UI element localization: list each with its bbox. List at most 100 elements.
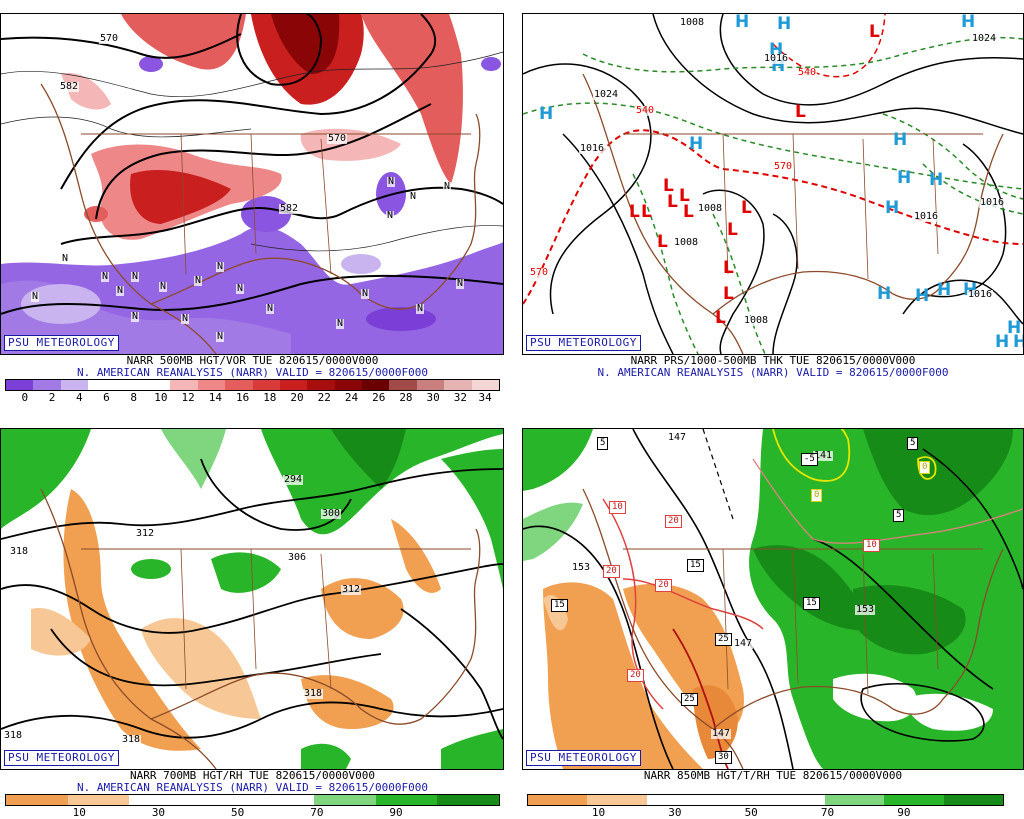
high-pressure-marker: H: [1007, 318, 1022, 338]
vorticity-minimum-marker: N: [456, 278, 465, 289]
low-pressure-marker: L: [795, 102, 806, 122]
map-sea-level-pressure: H H H H H H H H H H H H H H H H H H L L …: [522, 13, 1024, 355]
high-pressure-marker: H: [885, 198, 900, 218]
caption-product: NARR 700MB HGT/RH TUE 820615/0000V000: [129, 769, 376, 782]
scale-tick: 90: [389, 806, 403, 819]
panel-700mb-hgt-rh: 318 312 294 300 306 312 318 318 318 PSU …: [0, 418, 505, 819]
scale-tick: 50: [744, 806, 758, 819]
vorticity-minimum-marker: N: [216, 331, 225, 342]
scale-tick: 2: [48, 391, 56, 404]
high-pressure-marker: H: [915, 286, 930, 306]
temperature-label: 20: [665, 515, 682, 528]
vorticity-minimum-marker: N: [409, 191, 418, 202]
psu-meteorology-badge: PSU METEOROLOGY: [4, 335, 119, 351]
scale-tick: 32: [453, 391, 468, 404]
thickness-label: 540: [797, 67, 818, 78]
scale-tick: 30: [426, 391, 440, 404]
vorticity-minimum-marker: N: [361, 288, 370, 299]
rh-scale-ticks: 10 30 50 70 90: [527, 806, 1004, 819]
vorticity-color-scale: [5, 379, 500, 391]
temperature-label: 20: [655, 579, 672, 592]
scale-swatch: [88, 380, 116, 390]
contour-label: 318: [9, 546, 30, 557]
scale-swatch: [943, 795, 1003, 805]
scale-swatch: [824, 795, 885, 805]
scale-tick: 10: [591, 806, 606, 819]
low-pressure-marker: L: [629, 202, 640, 222]
scale-swatch: [6, 795, 68, 805]
isobar-label: 1016: [763, 53, 790, 64]
scale-swatch: [314, 795, 376, 805]
isobar-label: 1016: [913, 211, 940, 222]
vorticity-minimum-marker: N: [116, 285, 125, 296]
low-pressure-marker: L: [663, 176, 674, 196]
scale-tick: 18: [263, 391, 277, 404]
scale-swatch: [129, 795, 191, 805]
scale-tick: 10: [154, 391, 168, 404]
vorticity-minimum-marker: N: [101, 271, 110, 282]
contour-label: 147: [711, 728, 732, 739]
scale-swatch: [190, 795, 253, 805]
scale-swatch: [170, 380, 198, 390]
high-pressure-marker: H: [539, 104, 554, 124]
psu-meteorology-badge: PSU METEOROLOGY: [526, 335, 641, 351]
vorticity-minimum-marker: N: [181, 313, 190, 324]
vorticity-scale-ticks: 0 2 4 6 8 10 12 14 16 18 20 22 24 26 28 …: [5, 391, 500, 404]
scale-tick: 14: [208, 391, 222, 404]
isobar-label: 1008: [743, 315, 770, 326]
scale-swatch: [197, 380, 226, 390]
temperature-label: 30: [715, 751, 732, 764]
isobar-label: 1008: [679, 17, 706, 28]
scale-swatch: [67, 795, 130, 805]
contour-label: 570: [99, 33, 120, 44]
vorticity-minimum-marker: N: [236, 283, 245, 294]
vorticity-minimum-marker: N: [443, 181, 452, 192]
temperature-label: 15: [687, 559, 704, 572]
high-pressure-marker: H: [735, 13, 750, 32]
low-pressure-marker: L: [683, 202, 694, 222]
scale-tick: 4: [75, 391, 83, 404]
vorticity-minimum-marker: N: [216, 261, 225, 272]
low-pressure-marker: L: [679, 186, 690, 206]
contour-label: 318: [303, 688, 324, 699]
scale-swatch: [334, 380, 363, 390]
scale-tick: 34: [478, 391, 492, 404]
scale-swatch: [252, 795, 315, 805]
contour-label: 312: [135, 528, 156, 539]
caption-product: NARR 850MB HGT/T/RH TUE 820615/0000V000: [643, 769, 903, 782]
scale-tick: 12: [181, 391, 195, 404]
vorticity-minimum-marker: N: [159, 281, 168, 292]
scale-swatch: [362, 380, 390, 390]
isobar-label: 1016: [967, 289, 994, 300]
temperature-label: 15: [803, 597, 820, 610]
vorticity-minimum-marker: N: [386, 210, 395, 221]
map-500mb-vorticity: 570 582 570 582 N N N N N N N N N N N N …: [0, 13, 504, 355]
panel-500mb-hgt-vor: 570 582 570 582 N N N N N N N N N N N N …: [0, 0, 505, 404]
scale-tick: 30: [151, 806, 166, 819]
scale-swatch: [706, 795, 766, 805]
scale-swatch: [528, 795, 588, 805]
caption-product: NARR 500MB HGT/VOR TUE 820615/0000V000: [126, 354, 379, 367]
temperature-label: 15: [551, 599, 568, 612]
isobar-label: 1016: [979, 197, 1006, 208]
scale-tick: 26: [372, 391, 386, 404]
contour-label: 294: [283, 474, 304, 485]
scale-swatch: [142, 380, 171, 390]
panel-pressure-thickness: H H H H H H H H H H H H H H H H H H L L …: [522, 0, 1024, 404]
thickness-label: 540: [635, 105, 656, 116]
thickness-label: 570: [529, 267, 550, 278]
vorticity-map-graphic: [1, 14, 503, 354]
temperature-label: 0: [811, 489, 823, 502]
temperature-label: 10: [609, 501, 626, 514]
scale-swatch: [375, 795, 438, 805]
scale-swatch: [437, 795, 499, 805]
rh-scale-ticks: 10 30 50 70 90: [5, 806, 500, 819]
high-pressure-marker: H: [897, 168, 912, 188]
low-pressure-marker: L: [869, 22, 880, 42]
psu-meteorology-badge: PSU METEOROLOGY: [4, 750, 119, 766]
caption-validity: N. AMERICAN REANALYSIS (NARR) VALID = 82…: [597, 366, 949, 379]
isobar-label: 1016: [579, 143, 606, 154]
high-pressure-marker: H: [1013, 334, 1023, 351]
contour-label: 147: [733, 638, 754, 649]
rh-color-scale: [5, 794, 500, 806]
